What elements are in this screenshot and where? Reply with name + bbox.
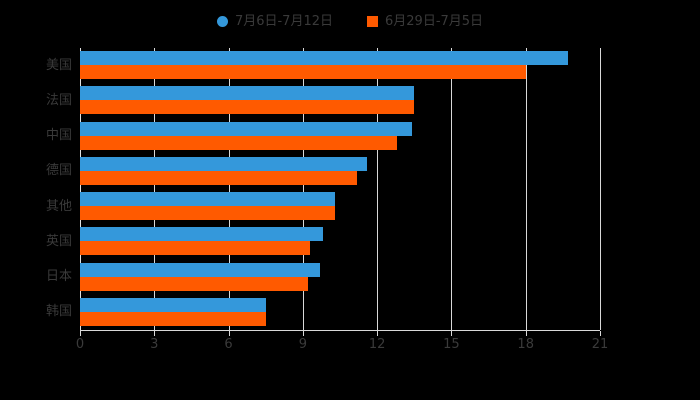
bar-current[interactable] bbox=[80, 262, 321, 277]
bar-group bbox=[80, 119, 600, 154]
bar-current[interactable] bbox=[80, 192, 336, 206]
legend-label-previous: 6月29日-7月5日 bbox=[385, 13, 484, 29]
y-axis-label: 其他 bbox=[45, 198, 72, 214]
legend-item-previous[interactable]: 6月29日-7月5日 bbox=[367, 15, 483, 28]
x-axis-tick-label: 15 bbox=[443, 337, 460, 352]
chart-legend: 7月6日-7月12日 6月29日-7月5日 bbox=[0, 8, 700, 34]
gridline-3 bbox=[154, 48, 156, 330]
y-axis-label: 日本 bbox=[45, 269, 72, 285]
x-axis-tick-label: 12 bbox=[368, 337, 386, 352]
y-axis-label: 美国 bbox=[45, 57, 72, 73]
tick-mark bbox=[302, 331, 304, 336]
y-axis-label: 法国 bbox=[45, 92, 72, 108]
x-axis-tick-label: 18 bbox=[517, 337, 534, 352]
gridline-0 bbox=[80, 48, 81, 330]
square-marker-icon bbox=[367, 15, 378, 27]
tick-mark bbox=[154, 331, 156, 336]
bar-group bbox=[80, 83, 600, 118]
bar-group bbox=[80, 295, 600, 330]
x-axis-tick-label: 21 bbox=[591, 337, 609, 352]
circle-marker-icon bbox=[216, 15, 228, 27]
y-axis-label: 英国 bbox=[45, 233, 72, 249]
y-axis-label: 中国 bbox=[45, 128, 72, 144]
bar-group bbox=[80, 224, 600, 259]
bar-previous[interactable] bbox=[80, 100, 415, 115]
bar-current[interactable] bbox=[80, 86, 415, 101]
gridline-9 bbox=[302, 48, 304, 330]
gridline-12 bbox=[377, 48, 379, 330]
x-axis-tick-label: 9 bbox=[298, 337, 307, 352]
tick-mark bbox=[525, 331, 527, 336]
bar-current[interactable] bbox=[80, 51, 568, 65]
bar-group bbox=[80, 260, 600, 295]
bar-current[interactable] bbox=[80, 156, 368, 171]
bar-previous[interactable] bbox=[80, 241, 311, 256]
y-axis-label: 韩国 bbox=[45, 304, 72, 320]
bar-previous[interactable] bbox=[80, 276, 308, 291]
tick-mark bbox=[80, 331, 81, 336]
gridline-18 bbox=[525, 48, 527, 330]
legend-item-current[interactable]: 7月6日-7月12日 bbox=[216, 13, 333, 29]
bar-current[interactable] bbox=[80, 227, 323, 242]
legend-label-current: 7月6日-7月12日 bbox=[234, 13, 333, 29]
bar-previous[interactable] bbox=[80, 311, 266, 326]
tick-mark bbox=[228, 331, 230, 336]
bar-previous[interactable] bbox=[80, 135, 397, 150]
gridline-6 bbox=[228, 48, 230, 330]
bar-previous[interactable] bbox=[80, 65, 526, 79]
tick-mark bbox=[451, 331, 453, 336]
y-axis-label: 德国 bbox=[45, 163, 72, 179]
x-axis-ticks: 0 3 6 9 12 15 18 21 bbox=[76, 331, 608, 355]
x-axis-line bbox=[80, 330, 600, 331]
plot-area bbox=[80, 48, 601, 330]
x-axis-tick-label: 0 bbox=[75, 337, 85, 352]
gridline-15 bbox=[451, 48, 453, 330]
bar-group bbox=[80, 154, 600, 189]
bar-previous[interactable] bbox=[80, 206, 336, 220]
bar-group bbox=[80, 48, 600, 83]
bar-group bbox=[80, 189, 600, 224]
tick-mark bbox=[377, 331, 379, 336]
y-axis-labels: 美国法国中国德国其他英国日本韩国 bbox=[0, 48, 80, 330]
bar-current[interactable] bbox=[80, 297, 266, 312]
bar-current[interactable] bbox=[80, 121, 412, 136]
tick-mark bbox=[600, 331, 601, 336]
x-axis-tick-label: 3 bbox=[150, 337, 159, 352]
x-axis-tick-label: 6 bbox=[224, 337, 233, 352]
bar-previous[interactable] bbox=[80, 170, 358, 185]
gridline-21 bbox=[600, 48, 601, 330]
